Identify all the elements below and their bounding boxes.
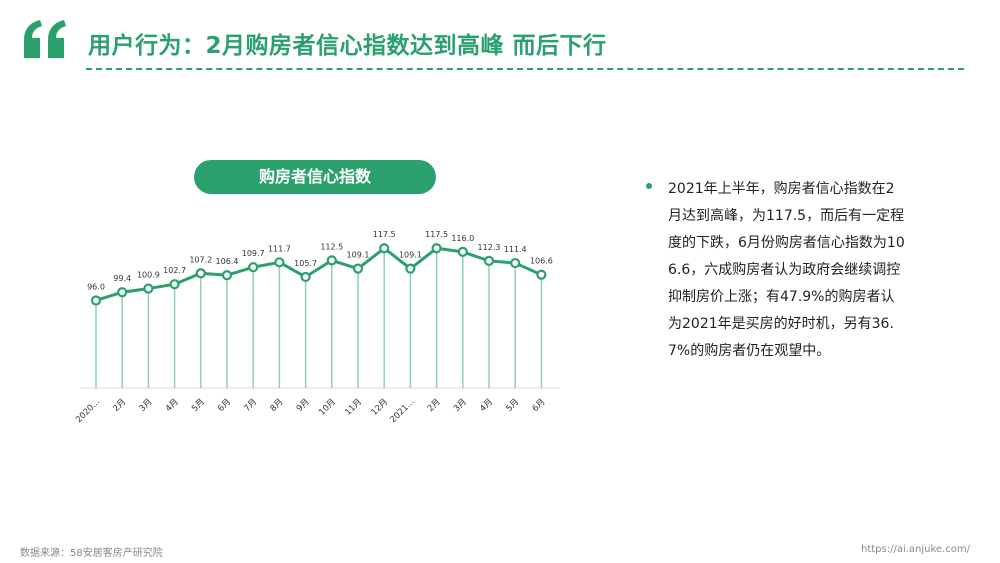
x-tick-label: 10月 <box>317 397 338 418</box>
data-point <box>221 270 233 281</box>
x-tick-label: 4月 <box>478 397 495 414</box>
data-label: 96.0 <box>87 282 105 291</box>
x-tick-label: 11月 <box>343 397 364 418</box>
quote-icon <box>24 20 66 58</box>
x-tick-label: 4月 <box>164 397 181 414</box>
data-label: 99.4 <box>113 274 131 283</box>
data-label: 106.4 <box>216 257 239 266</box>
data-source: 数据来源：58安居客房产研究院 <box>20 548 163 559</box>
bullet-icon <box>646 183 652 189</box>
x-tick-label: 2021... <box>388 397 416 425</box>
data-point <box>536 269 547 280</box>
x-tick-label: 5月 <box>190 397 207 414</box>
data-point <box>379 243 390 254</box>
data-point <box>483 255 495 266</box>
chart-title-pill: 购房者信心指数 <box>194 160 436 194</box>
data-point <box>457 246 468 257</box>
data-point <box>405 263 416 274</box>
x-tick-label: 3月 <box>452 397 469 414</box>
x-tick-label: 2月 <box>111 397 128 414</box>
data-point <box>90 295 102 306</box>
data-label: 111.4 <box>504 245 527 254</box>
data-label: 107.2 <box>189 255 212 264</box>
data-label: 106.6 <box>530 257 553 266</box>
data-point <box>195 268 206 279</box>
data-point <box>352 263 364 274</box>
x-tick-label: 5月 <box>504 397 521 414</box>
data-label: 109.1 <box>399 251 422 260</box>
x-tick-label: 6月 <box>216 397 233 414</box>
x-tick-label: 2月 <box>426 397 443 414</box>
data-point <box>169 279 180 290</box>
x-tick-label: 6月 <box>531 397 548 414</box>
data-label: 112.3 <box>478 243 501 252</box>
data-point <box>117 287 128 298</box>
x-tick-label: 8月 <box>269 397 286 414</box>
x-tick-label: 7月 <box>242 397 259 414</box>
x-tick-label: 9月 <box>295 397 312 414</box>
data-point <box>248 262 259 273</box>
data-label: 117.5 <box>425 230 448 239</box>
data-label: 105.7 <box>294 259 317 268</box>
data-label: 102.7 <box>163 266 186 275</box>
data-label: 100.9 <box>137 271 160 280</box>
data-label: 109.7 <box>242 249 265 258</box>
x-tick-label: 12月 <box>370 397 391 418</box>
page-title: 用户行为：2月购房者信心指数达到高峰 而后下行 <box>88 33 607 59</box>
description-text: 2021年上半年，购房者信心指数在2月达到高峰，为117.5，而后有一定程度的下… <box>668 181 905 359</box>
data-point <box>274 257 285 268</box>
x-tick-label: 3月 <box>138 397 155 414</box>
data-label: 112.5 <box>320 242 343 251</box>
data-label: 117.5 <box>373 230 396 239</box>
data-point <box>510 257 521 269</box>
title-divider <box>86 68 964 70</box>
data-point <box>143 283 154 294</box>
source-url: https://ai.anjuke.com/ <box>860 544 970 555</box>
data-label: 116.0 <box>451 234 474 243</box>
x-tick-label: 2020... <box>74 397 102 425</box>
data-point <box>431 243 442 254</box>
data-point <box>300 271 311 283</box>
data-label: 109.1 <box>347 251 370 260</box>
data-label: 111.7 <box>268 244 291 253</box>
data-point <box>326 255 337 266</box>
